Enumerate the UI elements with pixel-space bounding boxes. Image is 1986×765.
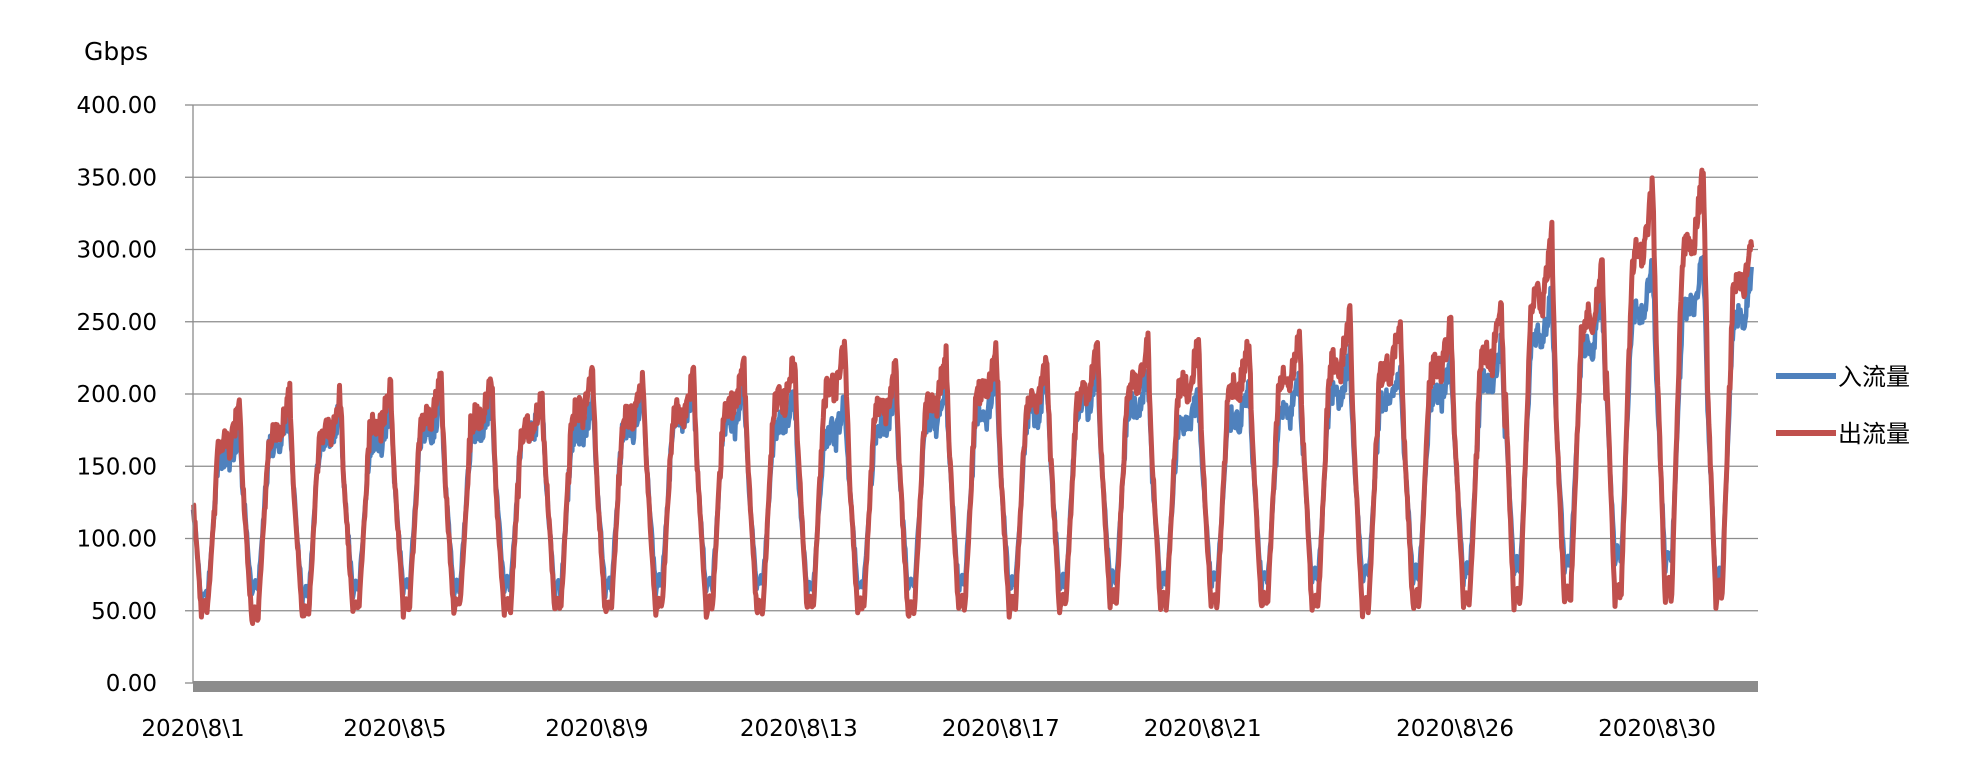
x-tick-label: 2020\8\5	[343, 716, 446, 742]
y-tick-label: 250.00	[77, 310, 157, 336]
x-tick-label: 2020\8\30	[1598, 716, 1716, 742]
y-unit-label: Gbps	[84, 37, 148, 66]
x-tick-label: 2020\8\13	[740, 716, 858, 742]
x-tick-label: 2020\8\26	[1396, 716, 1514, 742]
legend-label-1: 入流量	[1838, 363, 1910, 391]
y-tick-label: 150.00	[77, 454, 157, 480]
series-line-2	[191, 167, 1755, 626]
x-tick-label: 2020\8\17	[942, 716, 1060, 742]
y-tick-label: 0.00	[106, 671, 157, 697]
x-tick-label: 2020\8\9	[545, 716, 648, 742]
grid-lines	[193, 104, 1758, 612]
y-tick-label: 400.00	[77, 93, 157, 119]
y-tick-label: 100.00	[77, 527, 157, 553]
x-axis-line	[193, 681, 1758, 692]
y-tick-label: 50.00	[91, 599, 157, 625]
y-tick-label: 300.00	[77, 238, 157, 264]
y-tick-label: 350.00	[77, 165, 157, 191]
legend-label-2: 出流量	[1838, 420, 1910, 448]
axes: 0.00 50.00 100.00 150.00 200.00 250.00 300.00 3…	[77, 93, 1758, 742]
x-tick-label: 2020\8\21	[1144, 716, 1262, 742]
x-tick-label: 2020\8\1	[141, 716, 244, 742]
y-tick-label: 200.00	[77, 382, 157, 408]
series-lines	[190, 167, 1755, 626]
